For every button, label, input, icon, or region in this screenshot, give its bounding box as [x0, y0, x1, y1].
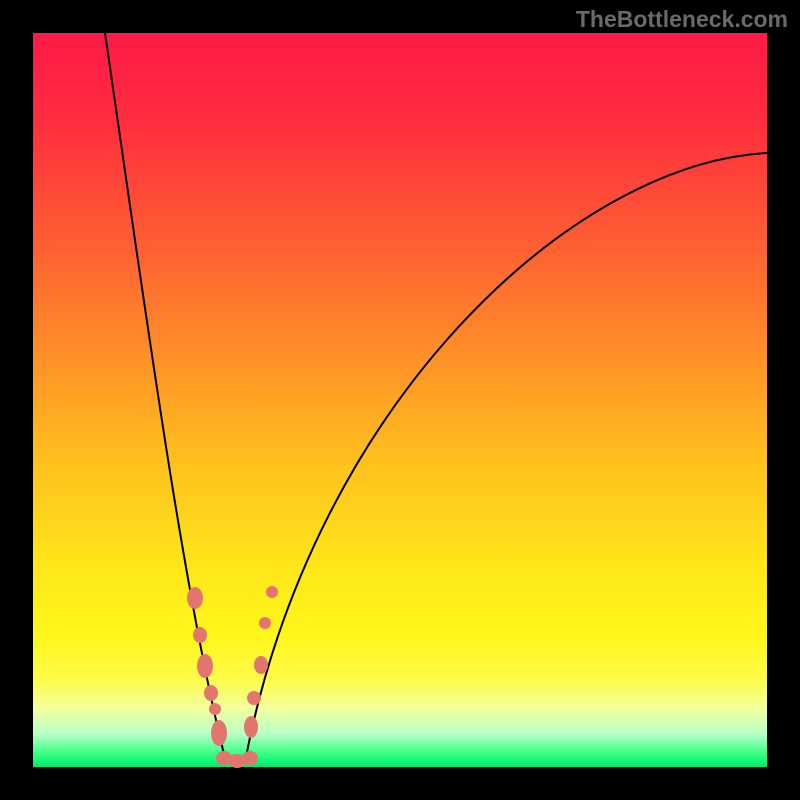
bottleneck-curve [33, 33, 767, 767]
bottom-marker [242, 751, 258, 765]
right-marker [259, 617, 271, 629]
plot-area [33, 33, 767, 767]
canvas: TheBottleneck.com [0, 0, 800, 800]
right-marker [247, 691, 261, 705]
left-marker [209, 703, 221, 715]
left-marker [187, 587, 203, 609]
right-marker [254, 656, 268, 674]
curve-right [245, 153, 767, 762]
left-marker [204, 685, 218, 701]
right-marker [266, 586, 278, 598]
left-marker [211, 720, 227, 746]
watermark-text: TheBottleneck.com [576, 6, 788, 33]
left-marker [197, 654, 213, 678]
curve-left [105, 33, 226, 762]
left-marker [193, 627, 207, 643]
right-marker [244, 716, 258, 738]
